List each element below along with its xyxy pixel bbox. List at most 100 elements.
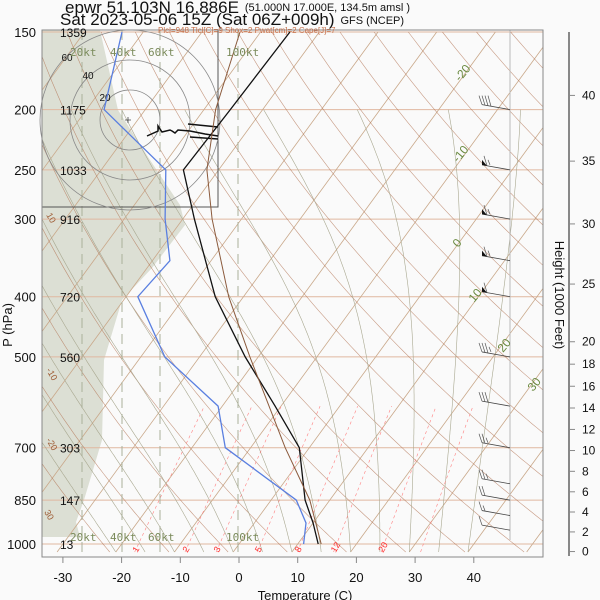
barb-full [478,433,483,443]
dry-adiabat-line [42,307,229,553]
dry-adiabat-line [42,385,170,553]
mixing-ratio-line [215,405,282,553]
barb-full [481,486,486,496]
barb-full [481,433,486,444]
geopotential-label: 916 [60,213,80,227]
pressure-tick-label: 250 [14,163,36,178]
moist-adiabat-line [42,218,234,553]
dry-adiabat-label: 30 [42,508,56,522]
barb-full [478,342,483,353]
geopotential-label: 720 [60,291,80,305]
barb-full [484,342,489,354]
parcel-profile [206,31,322,545]
wind-barb [478,433,511,449]
height-tick-label: 6 [582,485,589,499]
geopotential-label: 1359 [60,26,87,40]
isotherm-line [408,368,543,553]
dry-shading [42,30,185,537]
barb-half [487,159,491,165]
pressure-tick-label: 200 [14,103,36,118]
x-tick-label: -30 [54,570,73,585]
barb-staff [481,478,511,485]
barb-half [487,208,491,215]
barb-staff [481,494,511,501]
dry-adiabat-label: 10 [44,211,58,225]
dry-adiabat-line [42,55,406,553]
mixing-ratio-label: 20 [376,540,390,554]
height-tick-label: 12 [582,422,596,436]
x-tick-label: 0 [235,570,242,585]
height-tick-label: 4 [582,505,589,519]
wind-speed-label-bottom: 100kt [226,531,259,544]
mixing-ratio-label: 5 [253,545,264,554]
wind-barb [481,282,511,298]
barb-full [484,392,489,403]
height-tick-label: 30 [582,217,596,231]
barb-flag [482,209,487,216]
mixing-ratio-label: 1 [130,545,141,554]
barb-full [483,246,488,257]
pressure-tick-label: 850 [14,493,36,508]
dry-adiabat-line [42,143,347,553]
dry-adiabat-line [66,31,466,553]
isotherm-line [291,207,543,553]
x-tick-label: 10 [290,570,304,585]
wind-speed-label-bottom: 60kt [148,531,175,544]
barb-full [478,516,483,526]
wind-barb [481,246,511,262]
isotherm-line [42,31,203,252]
dry-adiabat-line [373,31,543,226]
moist-adiabat-line [42,394,146,553]
barb-half [482,505,486,511]
barb-half [488,346,492,353]
dry-adiabat-line [271,31,543,349]
barb-full [478,501,483,511]
moist-adiabat-line [467,109,521,553]
isotherm-line [42,31,144,172]
height-tick-label: 35 [582,154,596,168]
height-tick-label: 16 [582,379,596,393]
geopotential-label: 1033 [60,164,87,178]
wind-barb [478,486,511,501]
height-tick-label: 10 [582,444,596,458]
barb-half [485,473,489,479]
barb-staff [481,104,511,111]
hodograph-ring-label: 40 [82,71,94,82]
height-tick-label: 25 [582,277,596,291]
dry-adiabat-line [305,31,543,307]
geopotential-label: 13 [60,538,74,552]
moist-adiabat-line [42,441,117,553]
y-axis-label: P (hPa) [0,303,15,347]
moist-adiabat-line [263,109,381,552]
y2-axis-label: Height (1000 Feet) [552,241,567,349]
pressure-tick-label: 1000 [7,537,36,552]
wind-speed-label-bottom: 40kt [110,531,137,544]
temperature-profile [182,31,319,545]
barb-half [485,437,489,443]
title-location: epwr 51.103N 16.886E [65,0,239,17]
isotherm-line [42,31,379,493]
hodograph-ring-label: 60 [61,53,73,64]
hodograph-ring [99,89,161,151]
wind-speed-label-top: 20kt [70,46,97,59]
isotherm-line [115,31,496,553]
wind-barb [478,392,511,407]
barb-half [487,250,491,256]
isotherm-line [467,448,543,553]
moist-adiabat-line [70,109,293,553]
indices: Plcl=948 Tlcl[C]=9 Shox=2 Pwat[cm]=2 Cap… [158,26,336,35]
moist-adiabat-line [356,109,415,552]
moist-adiabat-line [42,138,263,553]
wind-speed-label-top: 60kt [148,46,175,59]
dewpoint-profile [103,31,307,545]
moist-adiabat-line [438,109,461,553]
dry-adiabat-line [203,31,543,434]
moist-adiabat-line [42,284,205,553]
dry-adiabat-line [135,31,543,522]
barb-staff [481,524,511,531]
moist-adiabat-line [42,342,175,553]
x-axis-label: Temperature (C) [258,588,353,600]
title-model: GFS (NCEP) [341,15,405,27]
x-tick-label: 30 [408,570,422,585]
